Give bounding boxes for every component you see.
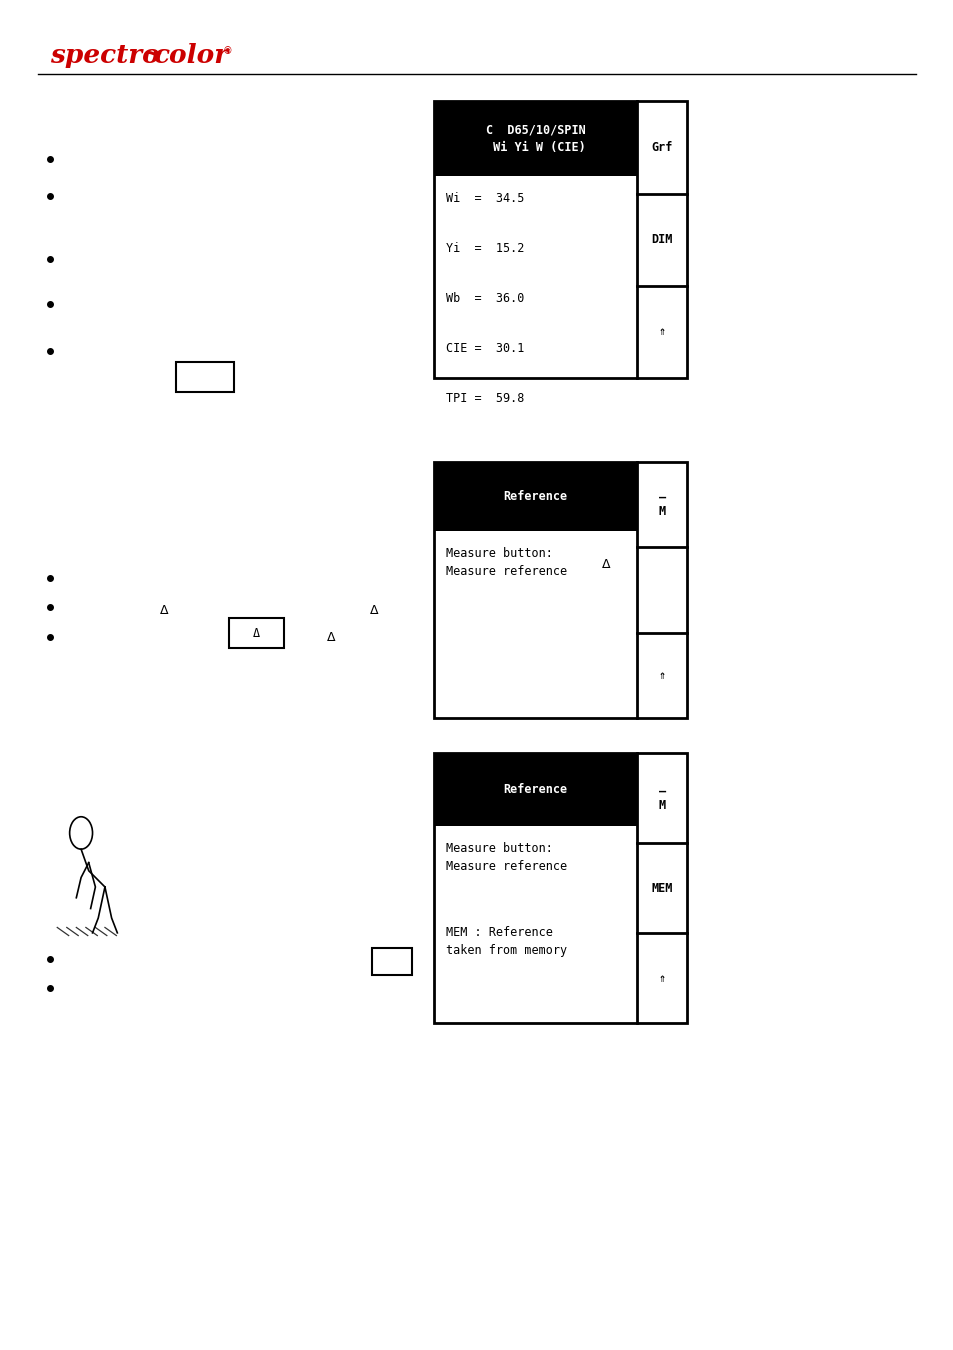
Bar	[434, 101, 686, 378]
Text: ⇑: ⇑	[658, 670, 665, 682]
Text: ⇑: ⇑	[658, 972, 665, 984]
Text: Grf: Grf	[651, 140, 672, 154]
Text: spectro: spectro	[50, 43, 159, 69]
Text: DIM: DIM	[651, 234, 672, 246]
Text: Yi  =  15.2: Yi = 15.2	[445, 242, 523, 255]
Text: color: color	[152, 43, 228, 69]
Bar	[434, 101, 637, 176]
Bar	[434, 753, 637, 826]
Text: MEM: MEM	[651, 882, 672, 895]
Text: MEM : Reference
taken from memory: MEM : Reference taken from memory	[445, 926, 566, 957]
Text: Wb  =  36.0: Wb = 36.0	[445, 292, 523, 305]
Text: —
M: — M	[658, 490, 665, 518]
Text: ⇑: ⇑	[658, 325, 665, 339]
Text: TPI =  59.8: TPI = 59.8	[445, 392, 523, 405]
Text: C  D65/10/SPIN
 Wi Yi W (CIE): C D65/10/SPIN Wi Yi W (CIE)	[485, 123, 585, 154]
Text: Δ: Δ	[253, 626, 260, 640]
Bar	[434, 753, 686, 1023]
Text: Δ: Δ	[370, 603, 377, 617]
Text: Δ: Δ	[601, 558, 609, 571]
Bar	[434, 462, 637, 531]
Text: Reference: Reference	[503, 783, 567, 796]
Text: ®: ®	[222, 46, 232, 55]
Bar	[372, 948, 412, 975]
Text: Wi  =  34.5: Wi = 34.5	[445, 192, 523, 205]
Text: Measure button:
Measure reference: Measure button: Measure reference	[445, 547, 566, 578]
Text: Reference: Reference	[503, 490, 567, 502]
Bar	[434, 462, 686, 718]
Text: Measure button:
Measure reference: Measure button: Measure reference	[445, 842, 566, 873]
Text: ~: ~	[141, 43, 163, 69]
Text: Δ: Δ	[160, 603, 168, 617]
Bar	[229, 618, 284, 648]
Text: CIE =  30.1: CIE = 30.1	[445, 342, 523, 355]
Text: —
M: — M	[658, 784, 665, 813]
Text: Δ: Δ	[327, 630, 335, 644]
Bar	[176, 362, 233, 391]
